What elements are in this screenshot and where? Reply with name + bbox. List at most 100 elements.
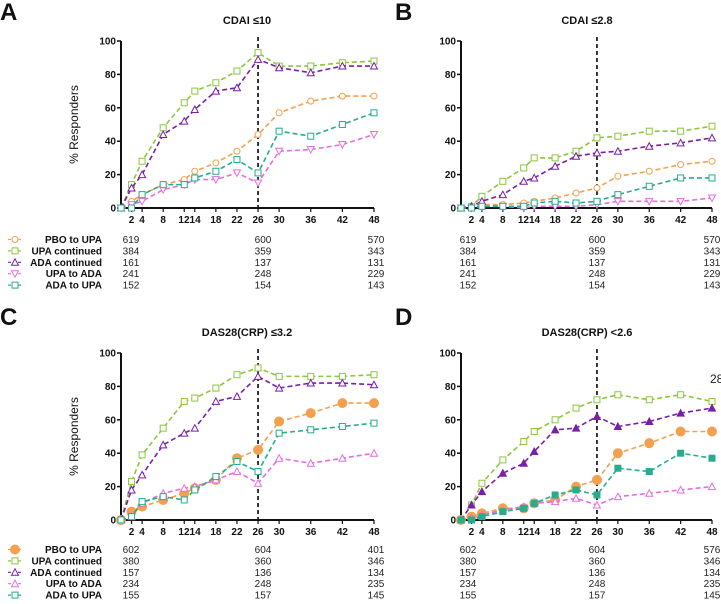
series-ada-continued bbox=[116, 54, 379, 212]
n-at-risk-value: 154 bbox=[255, 281, 272, 292]
x-tick-label: 30 bbox=[612, 527, 624, 538]
series-ada-continued bbox=[456, 133, 717, 212]
n-at-risk-value: 248 bbox=[255, 269, 272, 280]
legend-marker-icon bbox=[10, 579, 20, 588]
data-point bbox=[274, 63, 284, 72]
data-point bbox=[274, 416, 285, 427]
data-point bbox=[644, 197, 654, 206]
legend-label: PBO to UPA bbox=[45, 235, 102, 246]
x-tick-label: 1214 bbox=[178, 215, 201, 226]
data-point bbox=[190, 423, 200, 432]
data-point bbox=[338, 121, 346, 128]
data-point bbox=[275, 127, 283, 135]
data-point bbox=[644, 416, 654, 425]
data-point bbox=[369, 61, 379, 70]
data-point bbox=[467, 500, 476, 509]
x-tick-label: 42 bbox=[675, 527, 687, 538]
data-point bbox=[613, 421, 623, 430]
n-at-risk-value: 234 bbox=[460, 579, 477, 590]
n-at-risk-value: 343 bbox=[368, 246, 385, 257]
x-tick-label: 2 bbox=[129, 215, 135, 226]
data-point bbox=[677, 174, 685, 182]
x-tick-label: 48 bbox=[706, 527, 718, 538]
data-point bbox=[530, 499, 538, 507]
x-tick-label: 22 bbox=[231, 215, 243, 226]
data-point bbox=[571, 151, 581, 160]
x-tick-label: 30 bbox=[612, 215, 624, 226]
data-point bbox=[478, 513, 486, 521]
data-point bbox=[571, 493, 581, 502]
x-tick-label: 1214 bbox=[518, 215, 541, 226]
data-point bbox=[305, 408, 316, 419]
x-tick-label: 22 bbox=[231, 527, 243, 538]
data-point bbox=[499, 177, 507, 185]
data-point bbox=[572, 199, 580, 207]
data-point bbox=[645, 182, 653, 190]
data-point bbox=[676, 138, 685, 147]
x-tick-label: 26 bbox=[591, 527, 603, 538]
data-point bbox=[370, 109, 378, 117]
data-point bbox=[614, 464, 622, 472]
data-point bbox=[306, 458, 316, 467]
n-at-risk-value: 235 bbox=[368, 579, 385, 590]
data-point bbox=[253, 371, 263, 380]
data-point bbox=[551, 154, 559, 162]
data-point bbox=[306, 68, 316, 77]
y-tick-label: 60 bbox=[105, 415, 117, 426]
data-point bbox=[677, 391, 685, 399]
n-at-risk-value: 360 bbox=[589, 556, 606, 567]
data-point bbox=[677, 127, 685, 135]
series-line bbox=[460, 137, 713, 209]
data-point bbox=[179, 116, 189, 125]
y-tick-label: 100 bbox=[439, 349, 456, 360]
x-tick-label: 4 bbox=[479, 527, 485, 538]
series-upa-continued bbox=[457, 122, 716, 212]
legend-marker-icon bbox=[10, 257, 20, 266]
n-at-risk-value: 229 bbox=[704, 269, 721, 280]
data-point bbox=[212, 473, 220, 481]
data-point bbox=[478, 202, 486, 210]
data-point bbox=[477, 487, 487, 496]
data-point bbox=[592, 500, 602, 509]
chart-title: DAS28(CRP) ≤3.2 bbox=[202, 327, 292, 339]
data-point bbox=[253, 54, 263, 63]
data-point bbox=[478, 479, 486, 487]
x-tick-label: 1214 bbox=[518, 527, 541, 538]
data-point bbox=[467, 204, 475, 212]
y-tick-label: 60 bbox=[105, 103, 117, 114]
data-point bbox=[253, 478, 263, 487]
data-point bbox=[550, 497, 560, 506]
data-point bbox=[592, 411, 602, 420]
data-point bbox=[593, 134, 601, 142]
x-tick-label: 36 bbox=[305, 527, 317, 538]
n-at-risk-value: 604 bbox=[589, 545, 606, 556]
x-tick-label: 8 bbox=[500, 215, 506, 226]
n-at-risk-value: 604 bbox=[255, 545, 272, 556]
series-line bbox=[461, 177, 712, 209]
x-tick-label: 18 bbox=[550, 527, 562, 538]
data-point bbox=[128, 478, 136, 486]
data-point bbox=[254, 468, 262, 476]
data-point bbox=[708, 174, 716, 182]
series-line bbox=[460, 125, 713, 209]
data-point bbox=[180, 181, 188, 189]
data-point bbox=[212, 167, 220, 175]
chart-title: DAS28(CRP) <2.6 bbox=[542, 327, 633, 339]
y-tick-label: 0 bbox=[110, 204, 116, 215]
data-point bbox=[369, 380, 379, 389]
n-at-risk-value: 380 bbox=[460, 556, 477, 567]
data-point bbox=[232, 83, 242, 92]
legend-label: ADA continued bbox=[30, 568, 102, 579]
y-tick-label: 100 bbox=[99, 37, 116, 48]
data-point bbox=[191, 167, 199, 175]
y-tick-label: 20 bbox=[105, 482, 117, 493]
panel-C: C DAS28(CRP) ≤3.2 % Responders 0 20 40 60 80 100… bbox=[0, 304, 385, 602]
data-point bbox=[708, 157, 716, 165]
n-at-risk-value: 602 bbox=[123, 545, 140, 556]
n-at-risk-value: 359 bbox=[589, 246, 606, 257]
data-point bbox=[593, 491, 601, 499]
legend-label: ADA to UPA bbox=[45, 591, 102, 602]
y-tick-label: 60 bbox=[445, 415, 457, 426]
